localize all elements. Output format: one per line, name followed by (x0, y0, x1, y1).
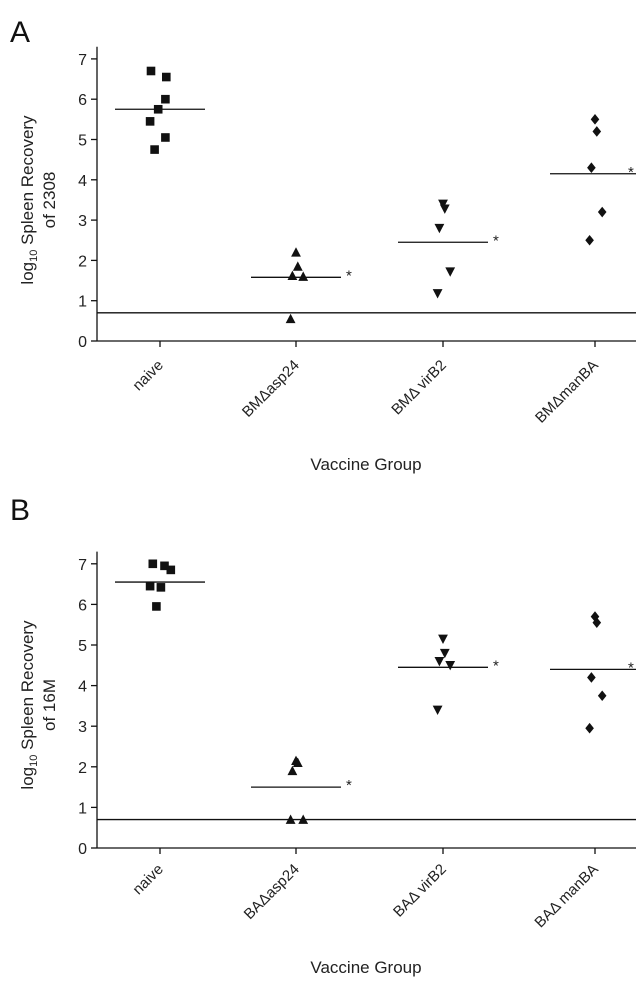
data-point (432, 705, 443, 716)
data-point (438, 634, 448, 645)
data-point (439, 648, 450, 659)
y-tick-label: 7 (78, 52, 87, 69)
data-point (590, 114, 600, 125)
data-point (434, 656, 445, 667)
y-axis-title-subscript: 10 (28, 755, 40, 767)
y-axis-title-rest: Spleen Recovery (18, 115, 37, 250)
data-point (298, 814, 309, 824)
data-point (162, 72, 171, 82)
y-axis-title-line1: log10 Spleen Recovery (18, 620, 40, 790)
group-3: BAΔ manBA * (531, 611, 636, 931)
data-point (587, 672, 596, 683)
y-tick-label: 4 (78, 679, 87, 696)
y-tick-label: 1 (78, 294, 87, 311)
x-tick-label: naive (129, 357, 166, 394)
y-axis-title-line2: of 16M (40, 679, 59, 731)
panel-label: B (10, 494, 30, 527)
y-tick-label: 2 (78, 760, 87, 777)
x-tick-label: BMΔmanBA (532, 357, 602, 427)
x-tick-label: BAΔasp24 (241, 861, 303, 923)
data-point (148, 559, 158, 569)
data-point (156, 583, 166, 592)
data-point (587, 162, 596, 174)
significance-marker: * (493, 232, 499, 249)
data-point (145, 117, 155, 126)
data-point (291, 247, 301, 257)
data-point (292, 261, 303, 271)
group-2: BAΔ virB2 * (390, 634, 499, 921)
y-axis-title-subscript: 10 (28, 250, 40, 262)
y-tick-label: 1 (78, 800, 87, 817)
data-point (160, 561, 169, 571)
x-axis-title: Vaccine Group (310, 958, 421, 977)
panel-label: A (10, 16, 30, 49)
data-point (287, 270, 298, 281)
data-point (597, 690, 607, 702)
data-point (287, 765, 298, 776)
data-point (153, 104, 163, 114)
data-point (439, 204, 450, 214)
x-tick-label: BMΔasp24 (239, 357, 303, 421)
y-tick-label: 5 (78, 133, 87, 150)
data-point (145, 581, 155, 591)
significance-marker: * (346, 267, 352, 284)
y-tick-label: 0 (78, 334, 87, 351)
data-point (166, 565, 176, 575)
y-tick-label: 4 (78, 173, 87, 190)
data-point (592, 617, 602, 628)
data-point (445, 661, 456, 671)
x-tick-label: BAΔ virB2 (390, 861, 450, 921)
data-point (590, 611, 600, 622)
data-point (146, 66, 156, 76)
y-tick-label: 6 (78, 92, 87, 109)
group-2: BMΔ virB2 * (388, 199, 499, 419)
data-point (298, 271, 309, 281)
y-axis-title: log10 Spleen Recovery of 16M (18, 620, 59, 790)
significance-marker: * (346, 777, 352, 794)
group-1: BAΔasp24 * (241, 755, 352, 923)
x-tick-label: BAΔ manBA (531, 861, 601, 931)
data-point (438, 199, 448, 210)
data-point (592, 126, 602, 137)
y-tick-label: 6 (78, 597, 87, 614)
data-point (585, 722, 594, 734)
data-point (152, 602, 161, 611)
data-point (161, 94, 170, 104)
y-axis-title-line2: of 2308 (40, 172, 59, 229)
data-point (285, 814, 296, 824)
group-1: BMΔasp24 * (239, 247, 352, 421)
x-tick-label: naive (129, 861, 166, 898)
y-axis-title-prefix: log (18, 767, 37, 790)
data-point (150, 145, 159, 154)
group-0: naive (115, 66, 205, 394)
data-point (597, 206, 607, 218)
y-axis-title: log10 Spleen Recovery of 2308 (18, 115, 59, 285)
data-point (445, 267, 456, 277)
y-axis-title-rest: Spleen Recovery (18, 620, 37, 755)
group-3: BMΔmanBA * (532, 114, 636, 427)
data-point (432, 289, 443, 299)
x-tick-label: BMΔ virB2 (388, 357, 450, 419)
data-point (161, 133, 170, 142)
significance-marker: * (493, 657, 499, 674)
data-point (585, 234, 594, 246)
y-tick-label: 3 (78, 213, 87, 230)
data-point (292, 757, 303, 768)
data-point (285, 313, 296, 324)
y-axis-title-line1: log10 Spleen Recovery (18, 115, 40, 285)
y-tick-label: 3 (78, 719, 87, 736)
y-tick-label: 7 (78, 557, 87, 574)
y-tick-label: 5 (78, 638, 87, 655)
y-tick-label: 0 (78, 841, 87, 858)
y-tick-label: 2 (78, 253, 87, 270)
data-point (434, 223, 445, 234)
significance-marker: * (628, 659, 634, 676)
y-axis-title-prefix: log (18, 262, 37, 285)
significance-marker: * (628, 164, 634, 181)
x-axis-title: Vaccine Group (310, 455, 421, 474)
